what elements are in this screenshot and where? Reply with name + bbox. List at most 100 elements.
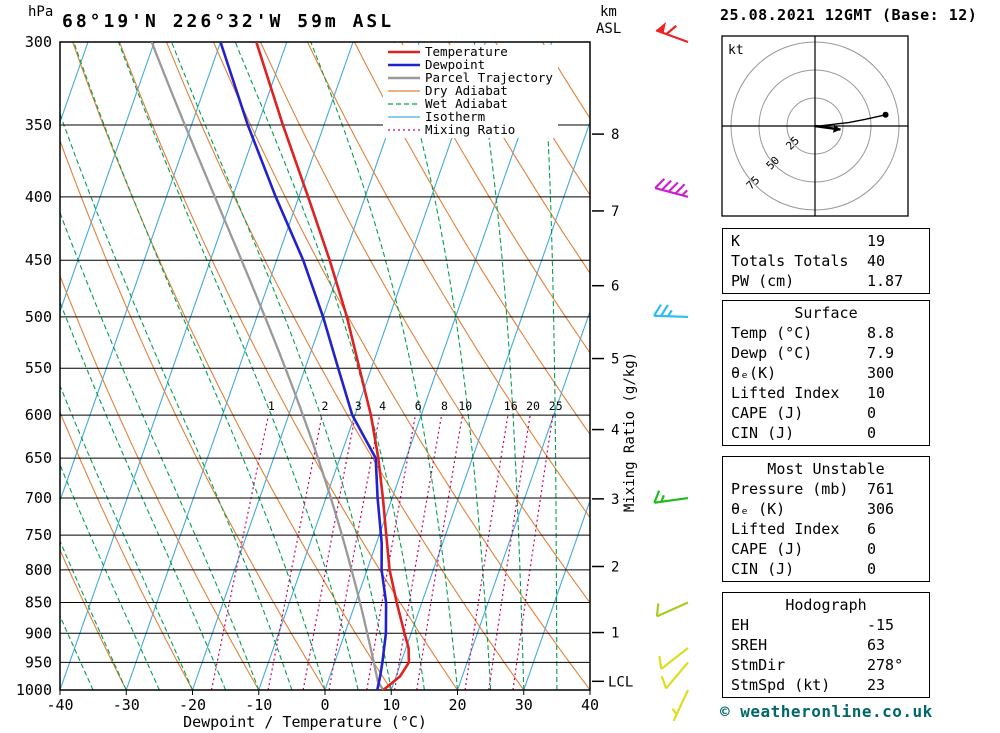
legend-label: Temperature	[425, 44, 508, 59]
row-label: CIN (J)	[731, 560, 795, 578]
table-header: Surface	[794, 304, 858, 322]
table-row: PW (cm) 1.87	[723, 271, 929, 291]
row-value: 63	[867, 636, 886, 654]
row-value: 40	[867, 252, 886, 270]
km-tick-label: 5	[611, 352, 619, 368]
hodograph-trace-end-dot	[882, 111, 889, 118]
mixing-ratio-labels: 1 2 3 4 6 8 10 16 20 25	[268, 399, 563, 413]
table-row: θₑ(K) 300	[723, 363, 929, 383]
row-label: StmDir	[731, 656, 786, 674]
mixing-ratio-line	[267, 414, 323, 690]
row-value: 8.8	[867, 324, 895, 342]
table-row: CIN (J) 0	[723, 423, 929, 443]
mixing-ratio-value: 25	[549, 399, 563, 413]
pressure-tick-label: 550	[25, 359, 52, 377]
mixing-ratio-value: 20	[526, 399, 540, 413]
wet-adiabat-line	[234, 42, 425, 690]
wet-adiabat-line	[170, 42, 392, 690]
sounding-curves	[150, 42, 411, 690]
row-label: CAPE (J)	[731, 404, 804, 422]
indices-table: K 19 Totals Totals 40 PW (cm) 1.87	[722, 228, 930, 294]
km-tick-label: 7	[611, 204, 619, 220]
wet-adiabat-line	[60, 463, 160, 690]
table-row: CAPE (J) 0	[723, 403, 929, 423]
temp-tick-label: -30	[113, 696, 140, 714]
table-row: CAPE (J) 0	[723, 539, 929, 559]
km-unit-label: km	[600, 4, 617, 20]
pressure-tick-label: 800	[25, 561, 52, 579]
wet-adiabat-line	[73, 42, 326, 690]
wind-barb	[654, 178, 689, 198]
table-row: Totals Totals 40	[723, 251, 929, 271]
dry-adiabat-line	[354, 42, 590, 436]
temp-tick-label: 0	[320, 696, 329, 714]
row-label: Pressure (mb)	[731, 480, 849, 498]
hodograph-table: Hodograph EH -15 SREH 63 StmDir 278° StmSpd (kt…	[722, 592, 930, 698]
isotherm-line	[324, 42, 553, 690]
lcl-label: LCL	[608, 674, 633, 690]
temp-tick-label: -20	[179, 696, 206, 714]
date-title: 25.08.2021 12GMT (Base: 12)	[720, 6, 978, 24]
legend-label: Dewpoint	[425, 57, 485, 72]
wet-adiabat-line	[542, 42, 558, 690]
row-value: 300	[867, 364, 895, 382]
most-unstable-table: Most Unstable Pressure (mb) 761 θₑ (K) 306 Li…	[722, 456, 930, 582]
km-tick-label: 3	[611, 492, 619, 508]
legend-label: Dry Adiabat	[425, 83, 508, 98]
table-header: Hodograph	[785, 596, 867, 614]
pressure-tick-label: 650	[25, 449, 52, 467]
row-label: EH	[731, 616, 750, 634]
row-value: 278°	[867, 656, 904, 674]
isotherm-line	[523, 499, 590, 690]
row-value: 7.9	[867, 344, 895, 362]
mixing-ratio-value: 8	[441, 399, 448, 413]
isotherm-line	[191, 42, 420, 690]
row-value: 0	[867, 404, 877, 422]
dry-adiabat-line	[212, 42, 590, 690]
temp-tick-label: 10	[382, 696, 400, 714]
pressure-tick-label: 950	[25, 653, 52, 671]
dry-adiabat-line	[494, 42, 590, 196]
row-label: CAPE (J)	[731, 540, 804, 558]
isotherm-line	[258, 42, 487, 690]
wet-adiabat-line	[60, 539, 127, 690]
row-value: 761	[867, 480, 895, 498]
km-tick-label: 1	[611, 626, 619, 642]
temp-tick-label: 40	[581, 696, 599, 714]
row-label: K	[731, 232, 741, 250]
pressure-grid	[59, 41, 591, 695]
row-value: 10	[867, 384, 886, 402]
km-tick-label: 2	[611, 559, 619, 575]
temp-tick-label: -10	[245, 696, 272, 714]
pressure-tick-label: 450	[25, 251, 52, 269]
wind-barbs-column	[653, 22, 689, 722]
row-label: Temp (°C)	[731, 324, 813, 342]
dry-adiabat-line	[588, 42, 590, 44]
isotherm-line	[125, 42, 354, 690]
table-row: K 19	[723, 231, 929, 251]
row-value: 0	[867, 560, 877, 578]
isotherm-line	[60, 42, 288, 690]
mixing-ratio-line	[328, 414, 381, 690]
row-value: 6	[867, 520, 877, 538]
isotherm-line	[589, 688, 590, 690]
table-row: SREH 63	[723, 635, 929, 655]
row-label: CIN (J)	[731, 424, 795, 442]
row-value: -15	[867, 616, 895, 634]
table-row: EH -15	[723, 615, 929, 635]
pressure-tick-label: 750	[25, 526, 52, 544]
pressure-tick-label: 700	[25, 489, 52, 507]
row-value: 1.87	[867, 272, 904, 290]
dry-adiabat-line	[307, 42, 590, 519]
pressure-tick-label: 850	[25, 594, 52, 612]
row-label: θₑ (K)	[731, 500, 786, 518]
row-value: 0	[867, 424, 877, 442]
row-value: 0	[867, 540, 877, 558]
table-row: Lifted Index 10	[723, 383, 929, 403]
row-value: 19	[867, 232, 886, 250]
asl-unit-label: ASL	[596, 21, 621, 37]
row-label: Totals Totals	[731, 252, 849, 270]
dry-adiabat-line	[60, 548, 127, 690]
km-tick-label: 6	[611, 279, 619, 295]
